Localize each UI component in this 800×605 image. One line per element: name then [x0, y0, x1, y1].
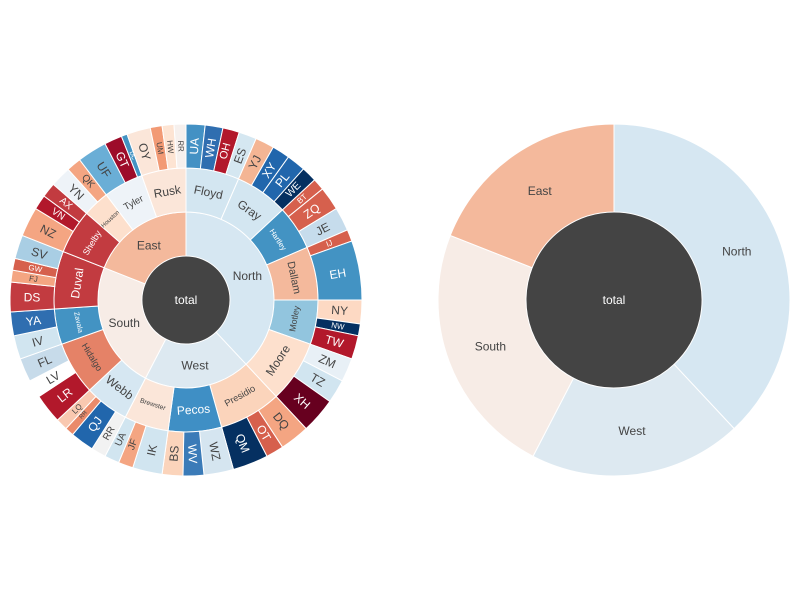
region-label-south: South: [109, 316, 140, 330]
leaf-label-dc: DC: [128, 151, 137, 162]
leaf-label-rr: RR: [79, 409, 90, 420]
leaf-label-ny: NY: [331, 303, 349, 318]
leaf-label-jf: JF: [126, 438, 140, 452]
leaf-label-hw: HW: [165, 140, 175, 155]
leaf-label-ua: UA: [113, 431, 129, 448]
root-slice[interactable]: [526, 212, 702, 388]
leaf-label-um: UM: [154, 141, 165, 155]
region-slice-east[interactable]: [449, 123, 615, 269]
region-label-west: West: [618, 424, 646, 438]
leaf-label-qm: QM: [232, 432, 252, 455]
region-label-west: West: [181, 358, 209, 372]
leaf-label-ua: UA: [187, 138, 202, 155]
leaf-label-gt: GT: [112, 149, 132, 170]
region-label-east: East: [528, 184, 553, 198]
leaf-label-rr: RR: [176, 140, 185, 152]
region-slice-south[interactable]: [437, 234, 575, 457]
leaf-label-bs: BS: [167, 445, 182, 462]
leaf-label-tz: TZ: [308, 370, 328, 390]
leaf-label-fl: FL: [36, 352, 55, 371]
leaf-label-ya: YA: [25, 313, 42, 329]
county-label-floyd: Floyd: [193, 182, 225, 202]
county-label-rusk: Rusk: [153, 182, 183, 201]
leaf-label-gw: GW: [28, 263, 44, 275]
region-label-north: North: [233, 269, 262, 283]
leaf-label-yj: YJ: [246, 153, 265, 172]
leaf-label-ij: IJ: [325, 238, 334, 249]
leaf-label-je: JE: [313, 220, 332, 239]
leaf-label-ds: DS: [24, 290, 41, 304]
county-label-pecos: Pecos: [176, 402, 210, 418]
leaf-label-nw: NW: [331, 321, 346, 332]
leaf-label-oh: OH: [218, 142, 234, 161]
county-label-duval: Duval: [68, 267, 87, 299]
leaf-slice-rr[interactable]: [173, 123, 187, 169]
county-label-motley: Motley: [287, 304, 301, 332]
leaf-label-eh: EH: [328, 266, 347, 283]
region-label-north: North: [722, 245, 751, 259]
leaf-label-nz: NZ: [38, 222, 59, 242]
leaf-label-iv: IV: [30, 333, 45, 350]
region-label-south: South: [475, 339, 506, 353]
region-label-east: East: [137, 238, 162, 252]
leaf-label-sv: SV: [29, 244, 49, 262]
leaf-label-wz: WZ: [206, 441, 223, 462]
leaf-label-es: ES: [231, 146, 250, 166]
leaf-label-oy: OY: [135, 141, 153, 161]
leaf-label-fj: FJ: [28, 274, 38, 284]
root-slice[interactable]: [142, 256, 230, 344]
region-slice-north[interactable]: [613, 123, 791, 430]
leaf-label-tw: TW: [323, 332, 345, 351]
leaf-label-lv: LV: [44, 368, 63, 387]
root-label: total: [603, 293, 626, 307]
sunburst-right: total North West South East: [437, 123, 791, 477]
leaf-label-wh: WH: [202, 137, 219, 159]
leaf-label-wv: WV: [185, 444, 200, 464]
leaf-label-zm: ZM: [317, 351, 338, 371]
leaf-label-ik: IK: [144, 443, 160, 457]
region-slice-west[interactable]: [532, 363, 735, 477]
root-label: total: [175, 293, 198, 307]
